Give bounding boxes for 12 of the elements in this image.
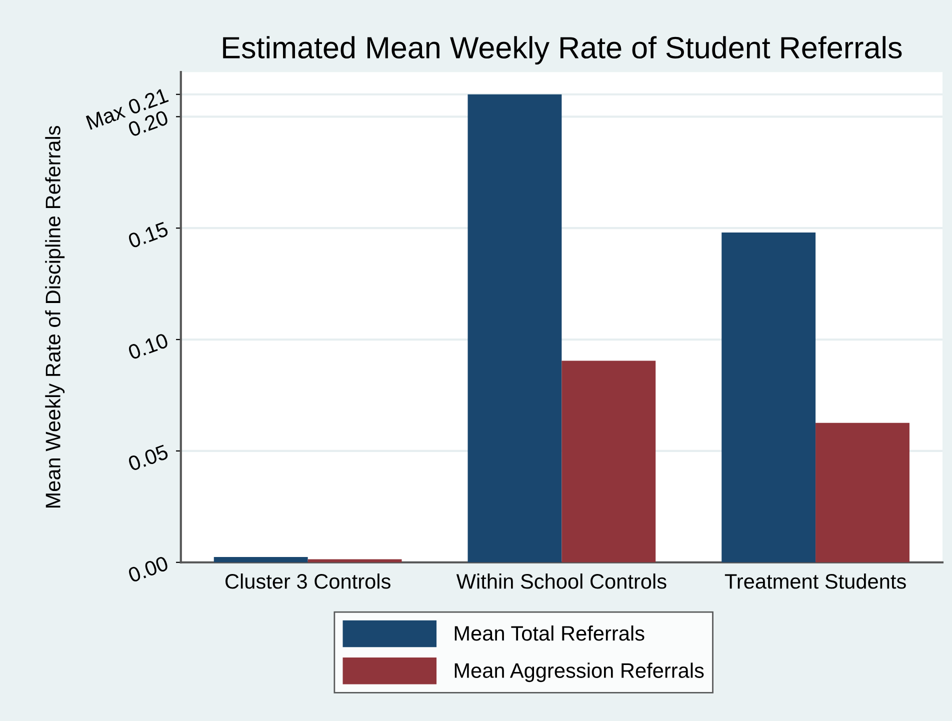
- y-tick-label: 0.20: [127, 110, 169, 138]
- y-tick-label: 0.15: [127, 221, 169, 249]
- x-tick-label: Within School Controls: [456, 573, 666, 589]
- y-axis-title: Mean Weekly Rate of Discipline Referrals: [45, 126, 65, 508]
- chart-title: Estimated Mean Weekly Rate of Student Referrals: [223, 36, 902, 65]
- x-tick-label: Treatment Students: [724, 573, 906, 589]
- y-tick-label: 0.05: [127, 444, 169, 472]
- y-tick-label: 0.10: [127, 332, 169, 360]
- legend-label: Mean Total Referrals: [454, 625, 644, 641]
- y-tick-label: 0.00: [127, 556, 169, 583]
- legend-label: Mean Aggression Referrals: [454, 662, 704, 682]
- x-tick-label: Cluster 3 Controls: [226, 573, 390, 589]
